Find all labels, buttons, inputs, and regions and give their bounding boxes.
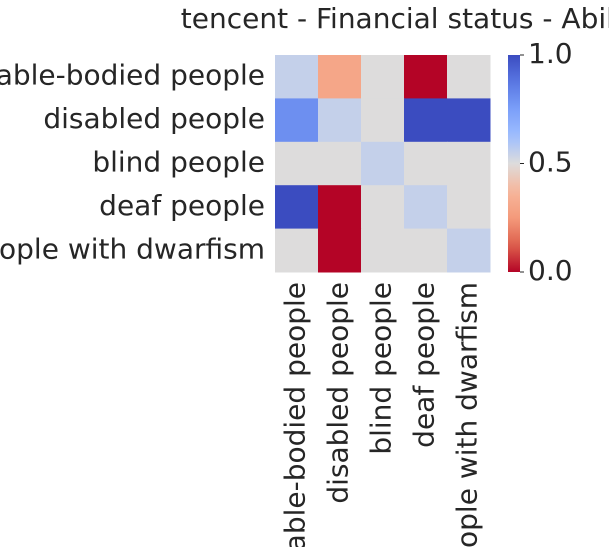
x-tick-label: blind people	[365, 282, 398, 455]
heatmap-cell	[447, 98, 491, 143]
heatmap-cell	[361, 185, 405, 230]
heatmap-cell	[361, 55, 405, 99]
heatmap-cell	[318, 55, 362, 99]
heatmap-cell	[275, 141, 319, 186]
colorbar-tick-label: 0.0	[528, 254, 573, 287]
x-tick-label: people with dwarfism	[451, 282, 484, 547]
heatmap-cell	[447, 228, 491, 273]
heatmap-cell	[275, 55, 319, 99]
heatmap-cell	[275, 98, 319, 143]
y-tick-label: disabled people	[43, 102, 265, 135]
y-tick-label: able-bodied people	[0, 59, 265, 92]
heatmap-cell	[404, 185, 448, 230]
heatmap-cell	[361, 228, 405, 273]
heatmap-cell	[404, 55, 448, 99]
heatmap-cell	[318, 185, 362, 230]
heatmap-cell	[361, 98, 405, 143]
x-tick-label: disabled people	[322, 282, 355, 504]
heatmap-cell	[447, 55, 491, 99]
heatmap-cell	[318, 141, 362, 186]
heatmap-cell	[447, 141, 491, 186]
colorbar	[508, 55, 520, 272]
heatmap-cell	[404, 141, 448, 186]
x-tick-label: deaf people	[408, 282, 441, 448]
heatmap-cell	[275, 185, 319, 230]
heatmap-cell	[318, 98, 362, 143]
y-tick-label: people with dwarfism	[0, 232, 265, 265]
heatmap-cell	[404, 98, 448, 143]
x-tick-label: able-bodied people	[279, 282, 312, 547]
colorbar-tick-label: 0.5	[528, 146, 573, 179]
heatmap-cell	[361, 141, 405, 186]
y-tick-label: blind people	[92, 146, 265, 179]
heatmap-cell	[318, 228, 362, 273]
chart-title: tencent - Financial status - Ability	[181, 2, 609, 35]
colorbar-tick-label: 1.0	[528, 37, 573, 70]
heatmap-cell	[404, 228, 448, 273]
heatmap-cell	[275, 228, 319, 273]
heatmap-cell	[447, 185, 491, 230]
y-tick-label: deaf people	[99, 189, 265, 222]
